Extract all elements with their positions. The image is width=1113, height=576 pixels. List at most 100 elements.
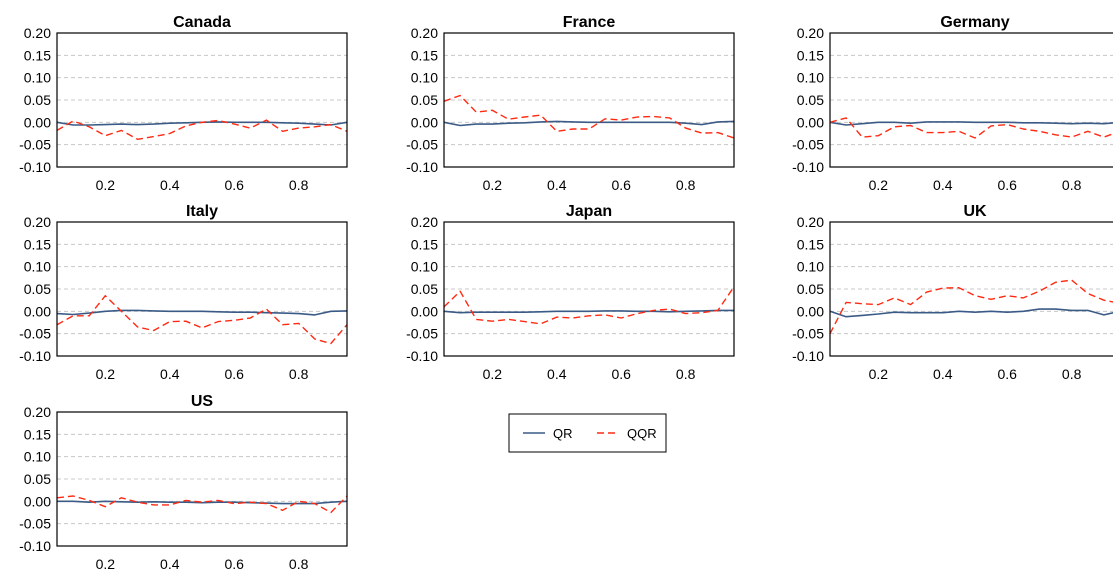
y-tick-label: -0.10 [19, 538, 51, 554]
series-line-qr [56, 309, 348, 316]
y-tick-label: -0.05 [406, 137, 438, 153]
y-tick-label: 0.15 [411, 236, 438, 252]
panel-us: US -0.10 -0.05 0.00 0.05 0.10 0.15 0.20 0.2 0.4 0.… [19, 393, 348, 572]
y-tick-label: -0.05 [19, 137, 51, 153]
series-line-qr [443, 120, 735, 127]
y-tick-label: 0.05 [797, 92, 824, 108]
y-tick-label: 0.20 [411, 214, 438, 230]
legend-label-qr: QR [553, 426, 573, 441]
x-tick-label: 0.4 [547, 366, 567, 382]
y-tick-label: 0.05 [24, 281, 51, 297]
y-tick-label: 0.00 [24, 114, 51, 130]
axis-frame [829, 221, 1113, 357]
y-tick-label: -0.10 [19, 348, 51, 364]
y-tick-label: -0.10 [792, 348, 824, 364]
series-line-qr [57, 500, 348, 505]
series-line-qqr [829, 279, 1113, 335]
y-tick-label: 0.05 [24, 471, 51, 487]
panel-title-us: US [191, 393, 214, 410]
series-line-qqr [56, 495, 348, 514]
y-tick-label: 0.00 [797, 303, 824, 319]
y-tick-label: -0.10 [406, 159, 438, 175]
x-tick-label: 0.8 [289, 556, 309, 572]
y-tick-label: 0.10 [24, 449, 51, 465]
y-tick-label: 0.15 [24, 426, 51, 442]
y-tick-label: 0.10 [24, 259, 51, 275]
panel-title-italy: Italy [186, 203, 218, 220]
x-tick-label: 0.2 [96, 177, 116, 193]
panel-title-japan: Japan [566, 203, 612, 220]
y-tick-label: -0.10 [792, 159, 824, 175]
y-tick-label: 0.05 [24, 92, 51, 108]
x-tick-label: 0.8 [1062, 366, 1082, 382]
x-tick-label: 0.6 [224, 366, 244, 382]
x-tick-label: 0.4 [547, 177, 567, 193]
y-tick-label: 0.20 [797, 214, 824, 230]
y-tick-label: 0.15 [411, 47, 438, 63]
y-tick-label: -0.05 [406, 326, 438, 342]
y-tick-label: 0.20 [24, 214, 51, 230]
y-tick-label: 0.20 [24, 404, 51, 420]
panel-germany: Germany -0.10 -0.05 0.00 0.05 0.10 0.15 0.20 0.2… [792, 14, 1113, 193]
x-tick-label: 0.2 [96, 366, 116, 382]
y-tick-label: 0.10 [411, 259, 438, 275]
x-tick-label: 0.6 [997, 366, 1017, 382]
panel-canada: Canada -0.10 -0.05 0.00 0.05 0.10 0.15 0.20 0.2 0… [19, 14, 348, 193]
panel-title-uk: UK [963, 203, 987, 220]
y-tick-label: 0.00 [24, 493, 51, 509]
y-tick-label: 0.05 [411, 92, 438, 108]
y-tick-label: 0.05 [411, 281, 438, 297]
x-tick-label: 0.8 [289, 177, 309, 193]
y-tick-label: -0.05 [19, 516, 51, 532]
x-tick-label: 0.6 [611, 177, 631, 193]
x-tick-label: 0.4 [160, 177, 180, 193]
x-tick-label: 0.2 [483, 177, 503, 193]
series-line-qr [443, 309, 734, 314]
panel-uk: UK -0.10 -0.05 0.00 0.05 0.10 0.15 0.20 0.2 0.4 0.… [792, 203, 1113, 382]
y-tick-label: -0.05 [792, 137, 824, 153]
series-line-qqr [56, 119, 348, 141]
x-tick-label: 0.4 [160, 556, 180, 572]
x-tick-label: 0.2 [869, 177, 889, 193]
y-tick-label: 0.10 [24, 70, 51, 86]
x-tick-label: 0.6 [224, 177, 244, 193]
series-line-qqr [443, 286, 735, 325]
x-tick-label: 0.8 [676, 177, 696, 193]
axis-frame [56, 411, 348, 547]
y-tick-label: 0.15 [797, 236, 824, 252]
x-tick-label: 0.6 [611, 366, 631, 382]
panel-title-france: France [563, 14, 616, 31]
legend: QR QQR [508, 413, 667, 453]
legend-label-qqr: QQR [627, 426, 657, 441]
y-tick-label: 0.20 [24, 25, 51, 41]
y-tick-label: 0.00 [797, 114, 824, 130]
x-tick-label: 0.2 [869, 366, 889, 382]
x-tick-label: 0.2 [483, 366, 503, 382]
x-tick-label: 0.6 [997, 177, 1017, 193]
y-tick-label: 0.15 [24, 236, 51, 252]
series-line-qr [829, 308, 1113, 318]
y-tick-label: 0.00 [411, 114, 438, 130]
panel-france: France -0.10 -0.05 0.00 0.05 0.10 0.15 0.20 0.2 0… [406, 14, 735, 193]
series-line-qqr [56, 295, 348, 345]
panel-japan: Japan -0.10 -0.05 0.00 0.05 0.10 0.15 0.20 0.2 0.… [406, 203, 735, 382]
x-tick-label: 0.4 [160, 366, 180, 382]
axis-frame [443, 32, 735, 168]
series-line-qr [829, 121, 1113, 126]
y-tick-label: -0.10 [19, 159, 51, 175]
series-line-qqr [443, 94, 735, 139]
y-tick-label: 0.20 [797, 25, 824, 41]
y-tick-label: -0.05 [792, 326, 824, 342]
y-tick-label: 0.15 [24, 47, 51, 63]
y-tick-label: -0.10 [406, 348, 438, 364]
y-tick-label: 0.20 [411, 25, 438, 41]
x-tick-label: 0.8 [676, 366, 696, 382]
x-tick-label: 0.4 [933, 177, 953, 193]
y-tick-label: 0.00 [411, 303, 438, 319]
y-tick-label: 0.10 [797, 70, 824, 86]
x-tick-label: 0.4 [933, 366, 953, 382]
panel-title-canada: Canada [173, 14, 231, 31]
panel-title-germany: Germany [940, 14, 1009, 31]
y-tick-label: 0.00 [24, 303, 51, 319]
